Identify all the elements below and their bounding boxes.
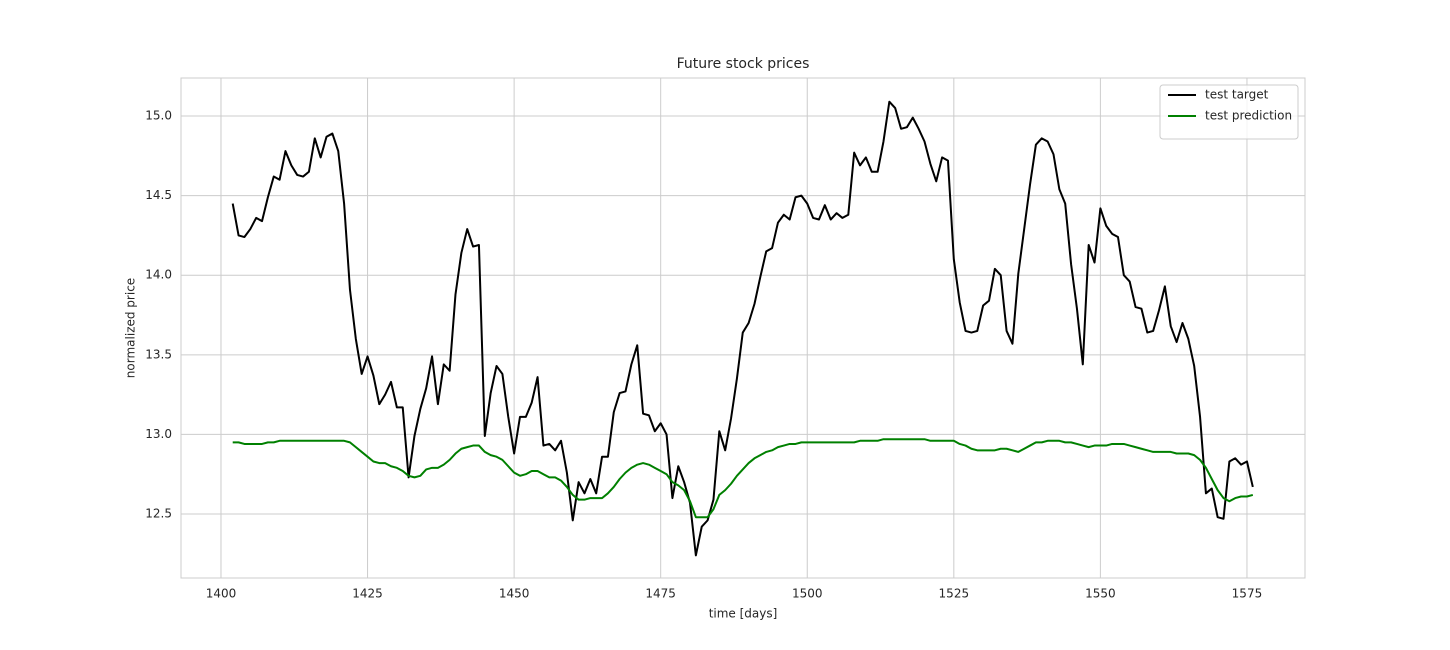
y-axis-label: normalized price bbox=[124, 278, 138, 378]
x-tick-label: 1400 bbox=[206, 587, 237, 601]
legend-label: test target bbox=[1205, 88, 1269, 102]
series-line bbox=[232, 438, 1254, 519]
y-tick-label: 14.0 bbox=[145, 268, 172, 282]
chart-title: Future stock prices bbox=[677, 56, 810, 72]
y-tick-label: 13.5 bbox=[145, 347, 172, 361]
y-tick-label: 12.5 bbox=[145, 507, 172, 521]
x-axis-label: time [days] bbox=[709, 607, 778, 621]
y-tick-label: 13.0 bbox=[145, 427, 172, 441]
legend-label: test prediction bbox=[1205, 109, 1292, 123]
y-tick-label: 15.0 bbox=[145, 109, 172, 123]
x-tick-label: 1425 bbox=[352, 587, 383, 601]
x-tick-label: 1500 bbox=[792, 587, 823, 601]
series-line bbox=[231, 100, 1254, 557]
x-tick-label: 1475 bbox=[645, 587, 676, 601]
legend-box bbox=[1159, 84, 1299, 140]
y-tick-label: 14.5 bbox=[145, 188, 172, 202]
x-tick-label: 1550 bbox=[1085, 587, 1116, 601]
plot-frame bbox=[180, 77, 1306, 579]
x-tick-label: 1575 bbox=[1232, 587, 1263, 601]
x-tick-label: 1525 bbox=[939, 587, 970, 601]
x-tick-label: 1450 bbox=[499, 587, 530, 601]
legend: test target test prediction bbox=[1159, 84, 1299, 140]
